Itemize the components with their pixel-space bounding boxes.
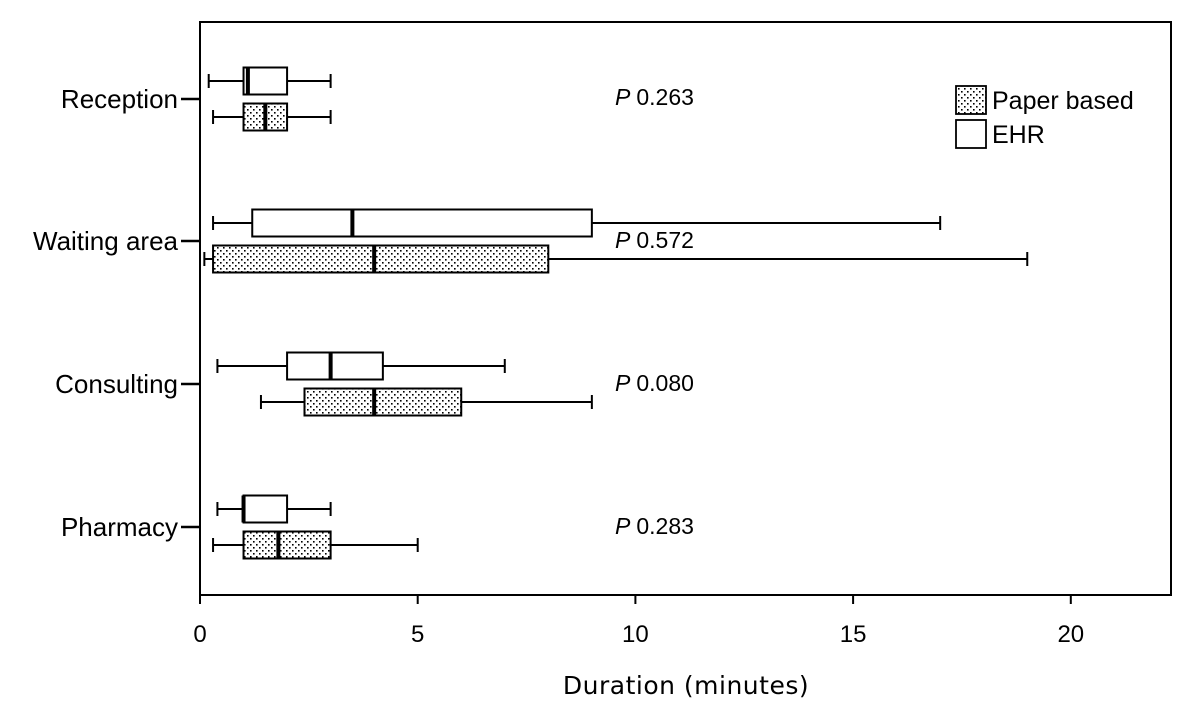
box-paper-based-pharmacy bbox=[212, 530, 419, 560]
x-tick-label: 0 bbox=[193, 621, 206, 648]
x-axis: 0 5 10 15 20 Duration (minutes) bbox=[193, 594, 1171, 700]
p-symbol: P bbox=[615, 370, 631, 396]
box-paper-based-reception bbox=[212, 102, 332, 132]
iqr-box bbox=[303, 387, 463, 417]
p-symbol: P bbox=[615, 227, 631, 253]
box-paper-based-consulting bbox=[259, 387, 593, 417]
legend: Paper based EHR bbox=[955, 85, 1134, 149]
category-label-reception: Reception bbox=[61, 84, 178, 114]
y-axis: Reception Waiting area Consulting Pharmacy bbox=[33, 84, 200, 542]
iqr-box bbox=[242, 66, 289, 96]
p-symbol: P bbox=[615, 513, 631, 539]
iqr-box bbox=[251, 208, 593, 238]
category-label-pharmacy: Pharmacy bbox=[61, 512, 178, 542]
iqr-box bbox=[212, 244, 550, 274]
legend-label-paper-based: Paper based bbox=[992, 87, 1134, 115]
x-tick-label: 20 bbox=[1057, 621, 1084, 648]
iqr-box bbox=[242, 530, 332, 560]
box-ehr-consulting bbox=[216, 351, 506, 381]
iqr-box bbox=[286, 351, 384, 381]
p-value-reception: P 0.263 bbox=[615, 84, 694, 110]
x-tick-label: 15 bbox=[840, 621, 867, 648]
p-value-number: 0.572 bbox=[636, 227, 694, 253]
legend-swatch-paper-based bbox=[955, 85, 987, 115]
x-tick-label: 5 bbox=[411, 621, 424, 648]
x-tick-label: 10 bbox=[622, 621, 649, 648]
p-value-pharmacy: P 0.283 bbox=[615, 513, 694, 539]
p-symbol: P bbox=[615, 84, 631, 110]
legend-swatch-ehr bbox=[955, 119, 987, 149]
iqr-box bbox=[242, 494, 289, 524]
box-ehr-pharmacy bbox=[216, 494, 332, 524]
box-paper-based-waiting-area bbox=[203, 244, 1029, 274]
box-ehr-waiting-area bbox=[212, 208, 942, 238]
x-axis-title: Duration (minutes) bbox=[563, 671, 809, 700]
box-ehr-reception bbox=[207, 66, 332, 96]
p-value-consulting: P 0.080 bbox=[615, 370, 694, 396]
category-label-waiting-area: Waiting area bbox=[33, 226, 179, 256]
boxes bbox=[203, 66, 1029, 560]
x-ticks: 0 5 10 15 20 bbox=[193, 595, 1084, 648]
p-value-number: 0.080 bbox=[636, 370, 694, 396]
p-value-number: 0.263 bbox=[636, 84, 694, 110]
p-value-waiting-area: P 0.572 bbox=[615, 227, 694, 253]
p-value-number: 0.283 bbox=[636, 513, 694, 539]
category-label-consulting: Consulting bbox=[55, 369, 178, 399]
legend-label-ehr: EHR bbox=[992, 121, 1045, 149]
